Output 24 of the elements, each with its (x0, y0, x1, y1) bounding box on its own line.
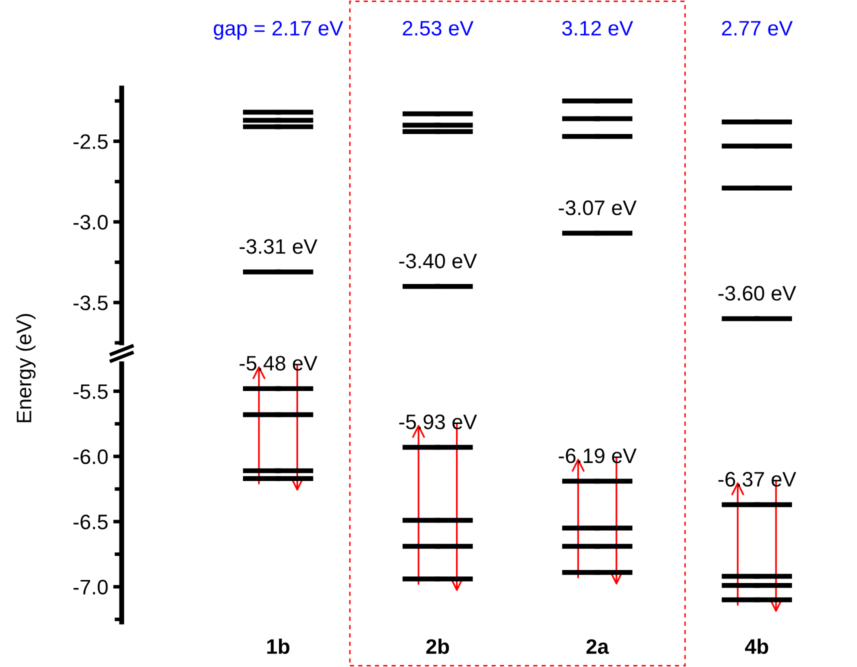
y-tick-label: -6.0 (74, 449, 108, 464)
annotation: -3.07 eV (558, 200, 637, 216)
y-tick-label: -2.5 (74, 134, 108, 150)
y-tick-label: -7.0 (74, 580, 108, 595)
x-tick-label: 4b (745, 638, 768, 654)
y-tick-label: -3.5 (74, 296, 108, 310)
y-axis-title: Energy (eV) (16, 314, 36, 422)
annotation: -5.48 eV (240, 356, 318, 371)
text: 3.12 eV (562, 20, 634, 36)
annotation: -3.31 eV (240, 239, 318, 254)
annotation: -3.60 eV (718, 286, 796, 301)
text: 2.53 eV (402, 20, 474, 36)
y-tick-label: -6.5 (74, 514, 108, 530)
x-tick-label: 2b (426, 638, 449, 654)
annotation: -6.19 eV (558, 448, 637, 464)
y-tick-label: -5.5 (74, 384, 108, 399)
text: 2.77 eV (722, 20, 793, 36)
annotation: -3.40 eV (399, 254, 477, 268)
x-tick-label: 1b (267, 638, 290, 654)
annotation: -5.93 eV (399, 414, 477, 430)
text: gap = 2.17 eV (214, 20, 344, 40)
y-tick-label: -3.0 (74, 214, 108, 230)
annotation: -6.37 eV (718, 472, 796, 487)
x-tick-label: 2a (586, 639, 609, 654)
